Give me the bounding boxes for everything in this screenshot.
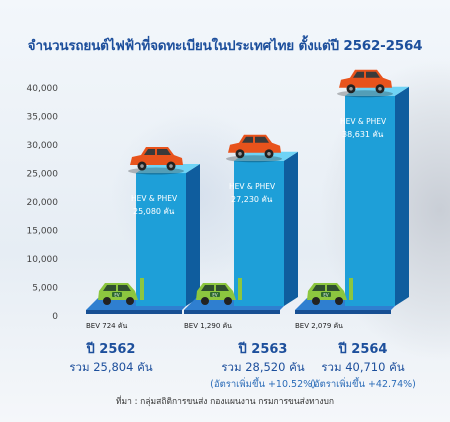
green-ev-car-icon: EV [307, 278, 353, 305]
y-tick-label: 15,000 [27, 227, 59, 237]
y-tick-label: 20,000 [27, 198, 59, 208]
car-window [353, 71, 380, 78]
y-tick-label: 10,000 [27, 255, 59, 265]
ev-badge [210, 292, 220, 297]
y-tick-label: 5,000 [32, 284, 58, 294]
bev-platform-edge [184, 310, 280, 314]
bev-label: BEV 1,290 คัน [184, 322, 232, 330]
category-total: รวม 25,804 คัน [69, 360, 153, 374]
orange-suv-car-icon [226, 134, 282, 163]
category-label-group: ปี 2563 รวม 28,520 คัน (อัตราเพิ่มขึ้น +10… [183, 338, 343, 392]
bev-label: BEV 2,079 คัน [295, 322, 343, 330]
bev-label: BEV 724 คัน [86, 322, 128, 330]
car-window [242, 136, 269, 143]
ev-wheel [126, 297, 134, 305]
ev-window [312, 285, 340, 291]
ev-badge [321, 292, 331, 297]
car-hub [169, 164, 173, 168]
ev-window [103, 285, 131, 291]
green-ev-car-icon: EV [196, 278, 242, 305]
car-hub [238, 151, 242, 156]
ev-wheel [312, 297, 320, 305]
ev-badge-text: EV [323, 293, 329, 298]
car-hub [378, 87, 382, 91]
car-shadow [128, 167, 184, 175]
car-body [339, 69, 392, 88]
hev-value-label: 27,230 คัน [231, 195, 273, 204]
category-total: รวม 28,520 คัน [221, 360, 305, 374]
hev-series-name: HEV & PHEV [131, 194, 178, 203]
bar-group: HEV & PHEV 27,230 คัน EV BEV 1,290 คัน [184, 134, 298, 330]
ev-wheel [224, 297, 232, 305]
hev-bar [234, 160, 284, 306]
hev-series-name: HEV & PHEV [229, 182, 276, 191]
car-shadow [226, 155, 282, 163]
category-label-group: ปี 2562 รวม 25,804 คัน [46, 338, 176, 377]
y-tick-label: 40,000 [27, 84, 59, 94]
category-growth: (อัตราเพิ่มขึ้น +42.74%) [310, 379, 416, 390]
hev-bar [136, 173, 186, 306]
y-tick-label: 30,000 [27, 141, 59, 151]
car-window [144, 149, 171, 156]
ev-badge-text: EV [212, 293, 218, 298]
ev-badge-text: EV [114, 293, 120, 298]
category-label-group: ปี 2564 รวม 40,710 คัน (อัตราเพิ่มขึ้น +42… [283, 338, 443, 392]
y-tick-label: 35,000 [27, 113, 59, 123]
hev-bar-side [186, 164, 200, 306]
hev-bar [345, 95, 395, 306]
car-hub [349, 87, 353, 91]
y-axis: 0 5,000 10,000 15,000 20,000 25,000 30,000 35,0… [27, 84, 59, 322]
y-tick-label: 0 [52, 312, 58, 322]
category-total: รวม 40,710 คัน [321, 360, 405, 374]
ev-wheel [103, 297, 111, 305]
ev-window [201, 285, 229, 291]
category-growth: (อัตราเพิ่มขึ้น +10.52%) [210, 379, 316, 390]
source-note: ที่มา : กลุ่มสถิติการขนส่ง กองแผนงาน กรม… [115, 397, 335, 407]
chart-title: จำนวนรถยนต์ไฟฟ้าที่จดทะเบียนในประเทศไทย … [27, 38, 423, 54]
bev-platform-edge [295, 310, 391, 314]
orange-suv-car-icon [128, 147, 184, 175]
hev-value-label: 38,631 คัน [342, 130, 384, 139]
category-year: ปี 2564 [338, 342, 388, 357]
hev-bar-side [284, 151, 298, 306]
car-hub [140, 164, 144, 168]
y-tick-label: 25,000 [27, 170, 59, 180]
category-year: ปี 2563 [238, 342, 288, 357]
bar-group: HEV & PHEV 38,631 คัน EV BEV 2,079 คัน [295, 69, 409, 330]
car-shadow [337, 90, 393, 98]
charger-pole [238, 278, 242, 300]
bev-platform-edge [86, 310, 182, 314]
ev-wheel [201, 297, 209, 305]
car-hub [267, 151, 271, 156]
green-ev-car-icon: EV [98, 278, 144, 305]
ev-wheel [335, 297, 343, 305]
car-body [228, 134, 281, 153]
ev-badge [112, 292, 122, 297]
orange-suv-car-icon [337, 69, 393, 98]
hev-bar-side [395, 86, 409, 306]
car-body [130, 147, 183, 166]
hev-series-name: HEV & PHEV [340, 117, 387, 126]
charger-pole [349, 278, 353, 300]
bar-group: HEV & PHEV 25,080 คัน EV BEV 724 คัน [86, 147, 200, 330]
hev-value-label: 25,080 คัน [133, 207, 175, 216]
category-year: ปี 2562 [86, 342, 136, 357]
charger-pole [140, 278, 144, 300]
